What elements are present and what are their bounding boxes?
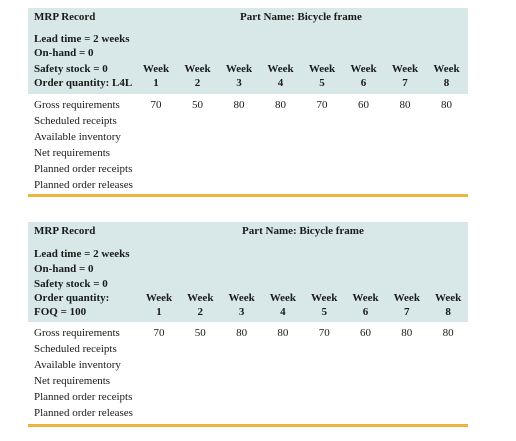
- week-number: 5: [319, 77, 325, 89]
- cell-value: 70: [318, 327, 330, 339]
- week-label: Week: [434, 292, 462, 304]
- week-number: 4: [280, 306, 286, 318]
- week-number: 2: [194, 77, 201, 89]
- safety-stock: Safety stock = 0: [34, 278, 108, 290]
- row-label: Planned order releases: [34, 407, 133, 419]
- row-label: Planned order receipts: [34, 163, 133, 175]
- on-hand: On-hand = 0: [34, 47, 94, 59]
- week-number: 1: [153, 77, 159, 89]
- row-label: Scheduled receipts: [34, 115, 117, 127]
- cell-value: 50: [192, 99, 203, 111]
- week-label: Week: [142, 63, 170, 75]
- part-name: Part Name: Bicycle frame: [240, 11, 362, 23]
- week-label: Week: [393, 292, 420, 304]
- cell-value: 50: [194, 327, 206, 339]
- week-label: Week: [433, 63, 460, 75]
- week-number: 6: [362, 306, 369, 318]
- cell-value: 80: [277, 327, 289, 339]
- row-label: Planned order receipts: [34, 391, 133, 403]
- cell-value: 80: [236, 327, 248, 339]
- week-label: Week: [184, 63, 211, 75]
- row-label: Available inventory: [34, 131, 121, 143]
- week-number: 3: [238, 306, 245, 318]
- week-number: 2: [197, 306, 204, 318]
- cell-value: 80: [399, 99, 411, 111]
- mrp-record-table-2: MRP Record Part Name: Bicycle frame Lead…: [28, 222, 468, 428]
- row-label: Gross requirements: [34, 327, 120, 339]
- cell-value: 70: [150, 99, 162, 111]
- on-hand: On-hand = 0: [34, 263, 94, 275]
- week-label: Week: [269, 292, 297, 304]
- lead-time: Lead time = 2 weeks: [34, 33, 130, 45]
- mrp-record-table-1: MRP Record Part Name: Bicycle frame Lead…: [28, 8, 468, 198]
- week-label: Week: [145, 292, 173, 304]
- week-number: 6: [360, 77, 367, 89]
- cell-value: 70: [316, 99, 328, 111]
- cell-value: 60: [360, 327, 371, 339]
- week-label: Week: [391, 63, 419, 75]
- week-number: 4: [277, 77, 284, 89]
- order-quantity: Order quantity:: [34, 292, 110, 304]
- week-number: 7: [402, 77, 408, 89]
- table-header: MRP Record Part Name: Bicycle frame Lead…: [28, 222, 468, 322]
- cell-value: 80: [401, 327, 413, 339]
- table-body: Gross requirements 70 50 80 80 70 60 80 80 Schedu…: [28, 94, 468, 194]
- week-label: Week: [267, 63, 294, 75]
- safety-stock: Safety stock = 0: [34, 63, 108, 75]
- week-label: Week: [187, 292, 214, 304]
- week-number: 8: [445, 306, 451, 318]
- week-label: Week: [225, 63, 253, 75]
- week-number: 3: [236, 77, 242, 89]
- table-title: MRP Record: [34, 11, 96, 23]
- foq: FOQ = 100: [34, 306, 87, 318]
- bottom-rule: [28, 194, 468, 197]
- week-label: Week: [350, 63, 377, 75]
- table-body: Gross requirements 70 50 80 80 70 60 80 80 Schedu…: [28, 322, 468, 424]
- week-number: 1: [156, 306, 162, 318]
- table-title: MRP Record: [34, 225, 96, 237]
- week-label: Week: [352, 292, 379, 304]
- week-number: 5: [321, 306, 327, 318]
- week-label: Week: [311, 292, 338, 304]
- week-number: 8: [443, 77, 450, 89]
- row-label: Planned order releases: [34, 179, 133, 191]
- cell-value: 80: [441, 99, 452, 111]
- part-name: Part Name: Bicycle frame: [242, 225, 364, 237]
- row-label: Scheduled receipts: [34, 343, 117, 355]
- row-label: Gross requirements: [34, 99, 120, 111]
- week-number: 7: [404, 306, 410, 318]
- week-label: Week: [228, 292, 255, 304]
- cell-value: 80: [233, 99, 245, 111]
- cell-value: 60: [358, 99, 369, 111]
- cell-value: 80: [275, 99, 286, 111]
- row-label: Net requirements: [34, 375, 111, 387]
- order-quantity: Order quantity: L4L: [34, 77, 133, 89]
- table-header: MRP Record Part Name: Bicycle frame Lead…: [28, 8, 468, 94]
- cell-value: 70: [153, 327, 165, 339]
- row-label: Available inventory: [34, 359, 121, 371]
- cell-value: 80: [442, 327, 454, 339]
- row-label: Net requirements: [34, 147, 111, 159]
- week-label: Week: [308, 63, 336, 75]
- bottom-rule: [28, 424, 468, 427]
- lead-time: Lead time = 2 weeks: [34, 248, 130, 260]
